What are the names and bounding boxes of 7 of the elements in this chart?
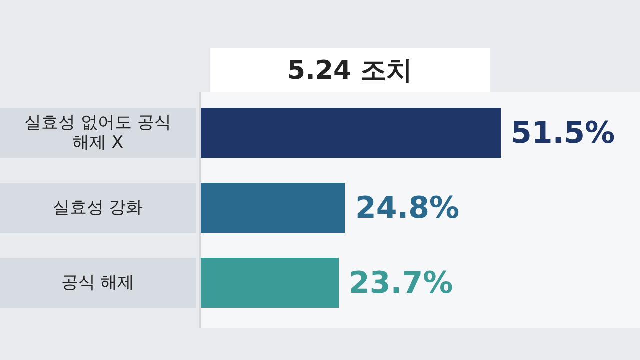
y-tick-label: 실효성 없어도 공식 해제 X: [0, 108, 196, 158]
data-label: 23.7%: [349, 264, 454, 302]
title: 5.24 조치: [210, 48, 490, 92]
y-tick-label: 공식 해제: [0, 258, 196, 308]
data-label: 24.8%: [355, 190, 460, 228]
data-label: 51.5%: [511, 114, 616, 152]
y-tick-label: 실효성 강화: [0, 183, 196, 233]
